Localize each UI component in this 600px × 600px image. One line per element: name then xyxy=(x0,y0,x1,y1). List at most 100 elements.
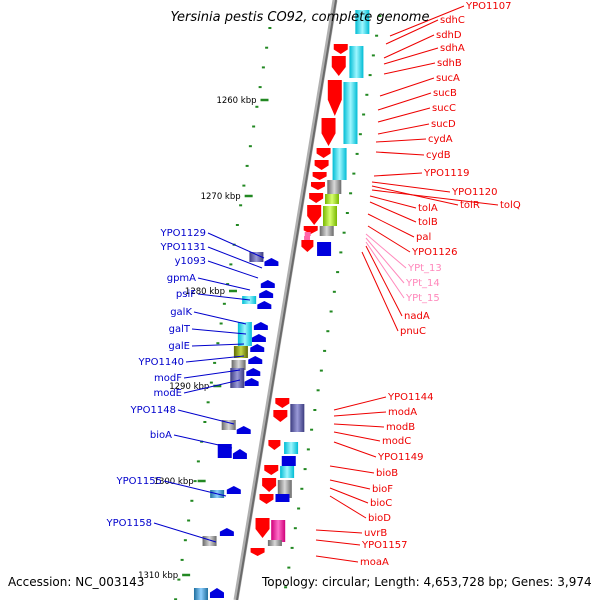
label-leader-line xyxy=(191,343,245,347)
accession-text: Accession: NC_003143 xyxy=(8,575,145,589)
reverse-gene-arrow xyxy=(232,449,247,459)
label-leader-line xyxy=(389,5,465,37)
label-leader-line xyxy=(329,479,371,490)
gene-label-sdha: sdhA xyxy=(440,43,465,54)
gene-label-moda: modA xyxy=(388,407,417,418)
cog-category-box xyxy=(319,226,334,236)
label-leader-line xyxy=(333,423,385,428)
scale-label: 1270 kbp xyxy=(201,192,241,202)
label-leader-line xyxy=(373,172,423,177)
reverse-gene-arrow xyxy=(248,356,263,364)
cog-category-box xyxy=(277,480,292,498)
label-leader-line xyxy=(183,369,241,379)
forward-gene-arrow xyxy=(262,478,277,492)
gene-label-cydb: cydB xyxy=(426,150,451,161)
scale-label: 1300 kbp xyxy=(154,477,194,487)
gene-label-modf: modF xyxy=(154,373,182,384)
cog-category-box xyxy=(233,346,248,358)
label-leader-line xyxy=(379,77,435,97)
reverse-gene-box xyxy=(281,456,296,466)
label-leader-line xyxy=(185,355,245,363)
reverse-gene-box xyxy=(317,242,332,256)
label-leader-line xyxy=(177,409,235,425)
forward-gene-arrow xyxy=(250,548,265,556)
forward-gene-arrow xyxy=(321,118,336,146)
gene-label-biof: bioF xyxy=(372,484,393,495)
reverse-gene-arrow xyxy=(260,280,275,288)
scale-label: 1310 kbp xyxy=(138,571,178,581)
label-leader-line xyxy=(369,195,417,209)
gene-label-sucd: sucD xyxy=(431,119,456,130)
rna-gene-mark xyxy=(304,236,311,240)
genome-backbone-edge xyxy=(236,0,337,600)
forward-gene-arrow xyxy=(333,44,348,54)
gene-label-ypo1119: YPO1119 xyxy=(423,168,469,179)
cog-category-box xyxy=(202,536,217,546)
cog-category-box xyxy=(267,540,282,546)
gene-label-ypo1120: YPO1120 xyxy=(451,187,497,198)
gene-label-modc: modC xyxy=(382,436,411,447)
gene-label-tolq: tolQ xyxy=(500,200,521,211)
gene-label-pal: pal xyxy=(416,232,431,243)
label-leader-line xyxy=(377,123,430,135)
reverse-gene-arrow xyxy=(257,301,272,309)
scale-label: 1260 kbp xyxy=(216,96,256,106)
gene-label-ypo1148: YPO1148 xyxy=(130,405,176,416)
reverse-gene-arrow xyxy=(259,290,274,298)
rna-gene-mark xyxy=(304,232,311,236)
reverse-gene-arrow xyxy=(246,368,261,376)
forward-gene-arrow xyxy=(259,494,274,504)
label-leader-line xyxy=(333,431,381,442)
reverse-gene-arrow xyxy=(236,426,251,434)
gene-label-tola: tolA xyxy=(418,203,438,214)
gene-label-ypo1158: YPO1158 xyxy=(106,518,152,529)
label-leader-line xyxy=(183,379,241,394)
label-leader-line xyxy=(173,434,233,449)
label-leader-line xyxy=(333,411,387,417)
forward-gene-arrow xyxy=(327,80,342,116)
forward-gene-arrow xyxy=(310,182,325,190)
label-leader-line xyxy=(377,92,432,111)
gene-label-modb: modB xyxy=(386,422,415,433)
reverse-gene-box xyxy=(275,494,290,502)
gene-label-ypo1140: YPO1140 xyxy=(138,357,184,368)
cog-category-box xyxy=(332,148,347,180)
forward-gene-arrow xyxy=(255,518,270,538)
gene-label-cyda: cydA xyxy=(428,134,453,145)
gene-label-gale: galE xyxy=(168,341,190,352)
label-leader-line xyxy=(361,251,399,332)
scale-label: 1290 kbp xyxy=(169,382,209,392)
cog-category-box xyxy=(193,588,208,600)
label-leader-line xyxy=(375,151,425,156)
reverse-gene-arrow xyxy=(253,322,268,330)
label-leader-line xyxy=(365,241,405,299)
forward-gene-arrow xyxy=(301,240,314,252)
topology-text: Topology: circular; Length: 4,653,728 bp… xyxy=(262,575,592,589)
cog-category-box xyxy=(249,252,264,262)
reverse-gene-arrow xyxy=(209,588,224,598)
gene-label-y1093: y1093 xyxy=(175,256,206,267)
gene-label-sucb: sucB xyxy=(433,88,457,99)
gene-label-biod: bioD xyxy=(368,513,391,524)
forward-gene-arrow xyxy=(309,193,324,203)
gene-label-ypo1107: YPO1107 xyxy=(465,1,511,12)
label-leader-line xyxy=(371,189,499,206)
forward-gene-arrow xyxy=(316,148,331,158)
reverse-gene-arrow xyxy=(250,344,265,352)
cog-category-box xyxy=(271,520,286,542)
scale-label: 1280 kbp xyxy=(185,287,225,297)
gene-label-sdhb: sdhB xyxy=(437,58,462,69)
gene-label-suca: sucA xyxy=(436,73,460,84)
gene-label-gpma: gpmA xyxy=(167,273,196,284)
label-leader-line xyxy=(207,246,263,269)
reverse-gene-arrow xyxy=(226,486,241,494)
label-leader-line xyxy=(163,480,227,497)
label-leader-line xyxy=(375,138,427,143)
gene-label-uvrb: uvrB xyxy=(364,528,387,539)
label-leader-line xyxy=(377,107,431,123)
gene-label-ypt_14: YPt_14 xyxy=(405,278,440,289)
forward-gene-arrow xyxy=(273,410,288,422)
forward-gene-arrow xyxy=(268,440,281,450)
